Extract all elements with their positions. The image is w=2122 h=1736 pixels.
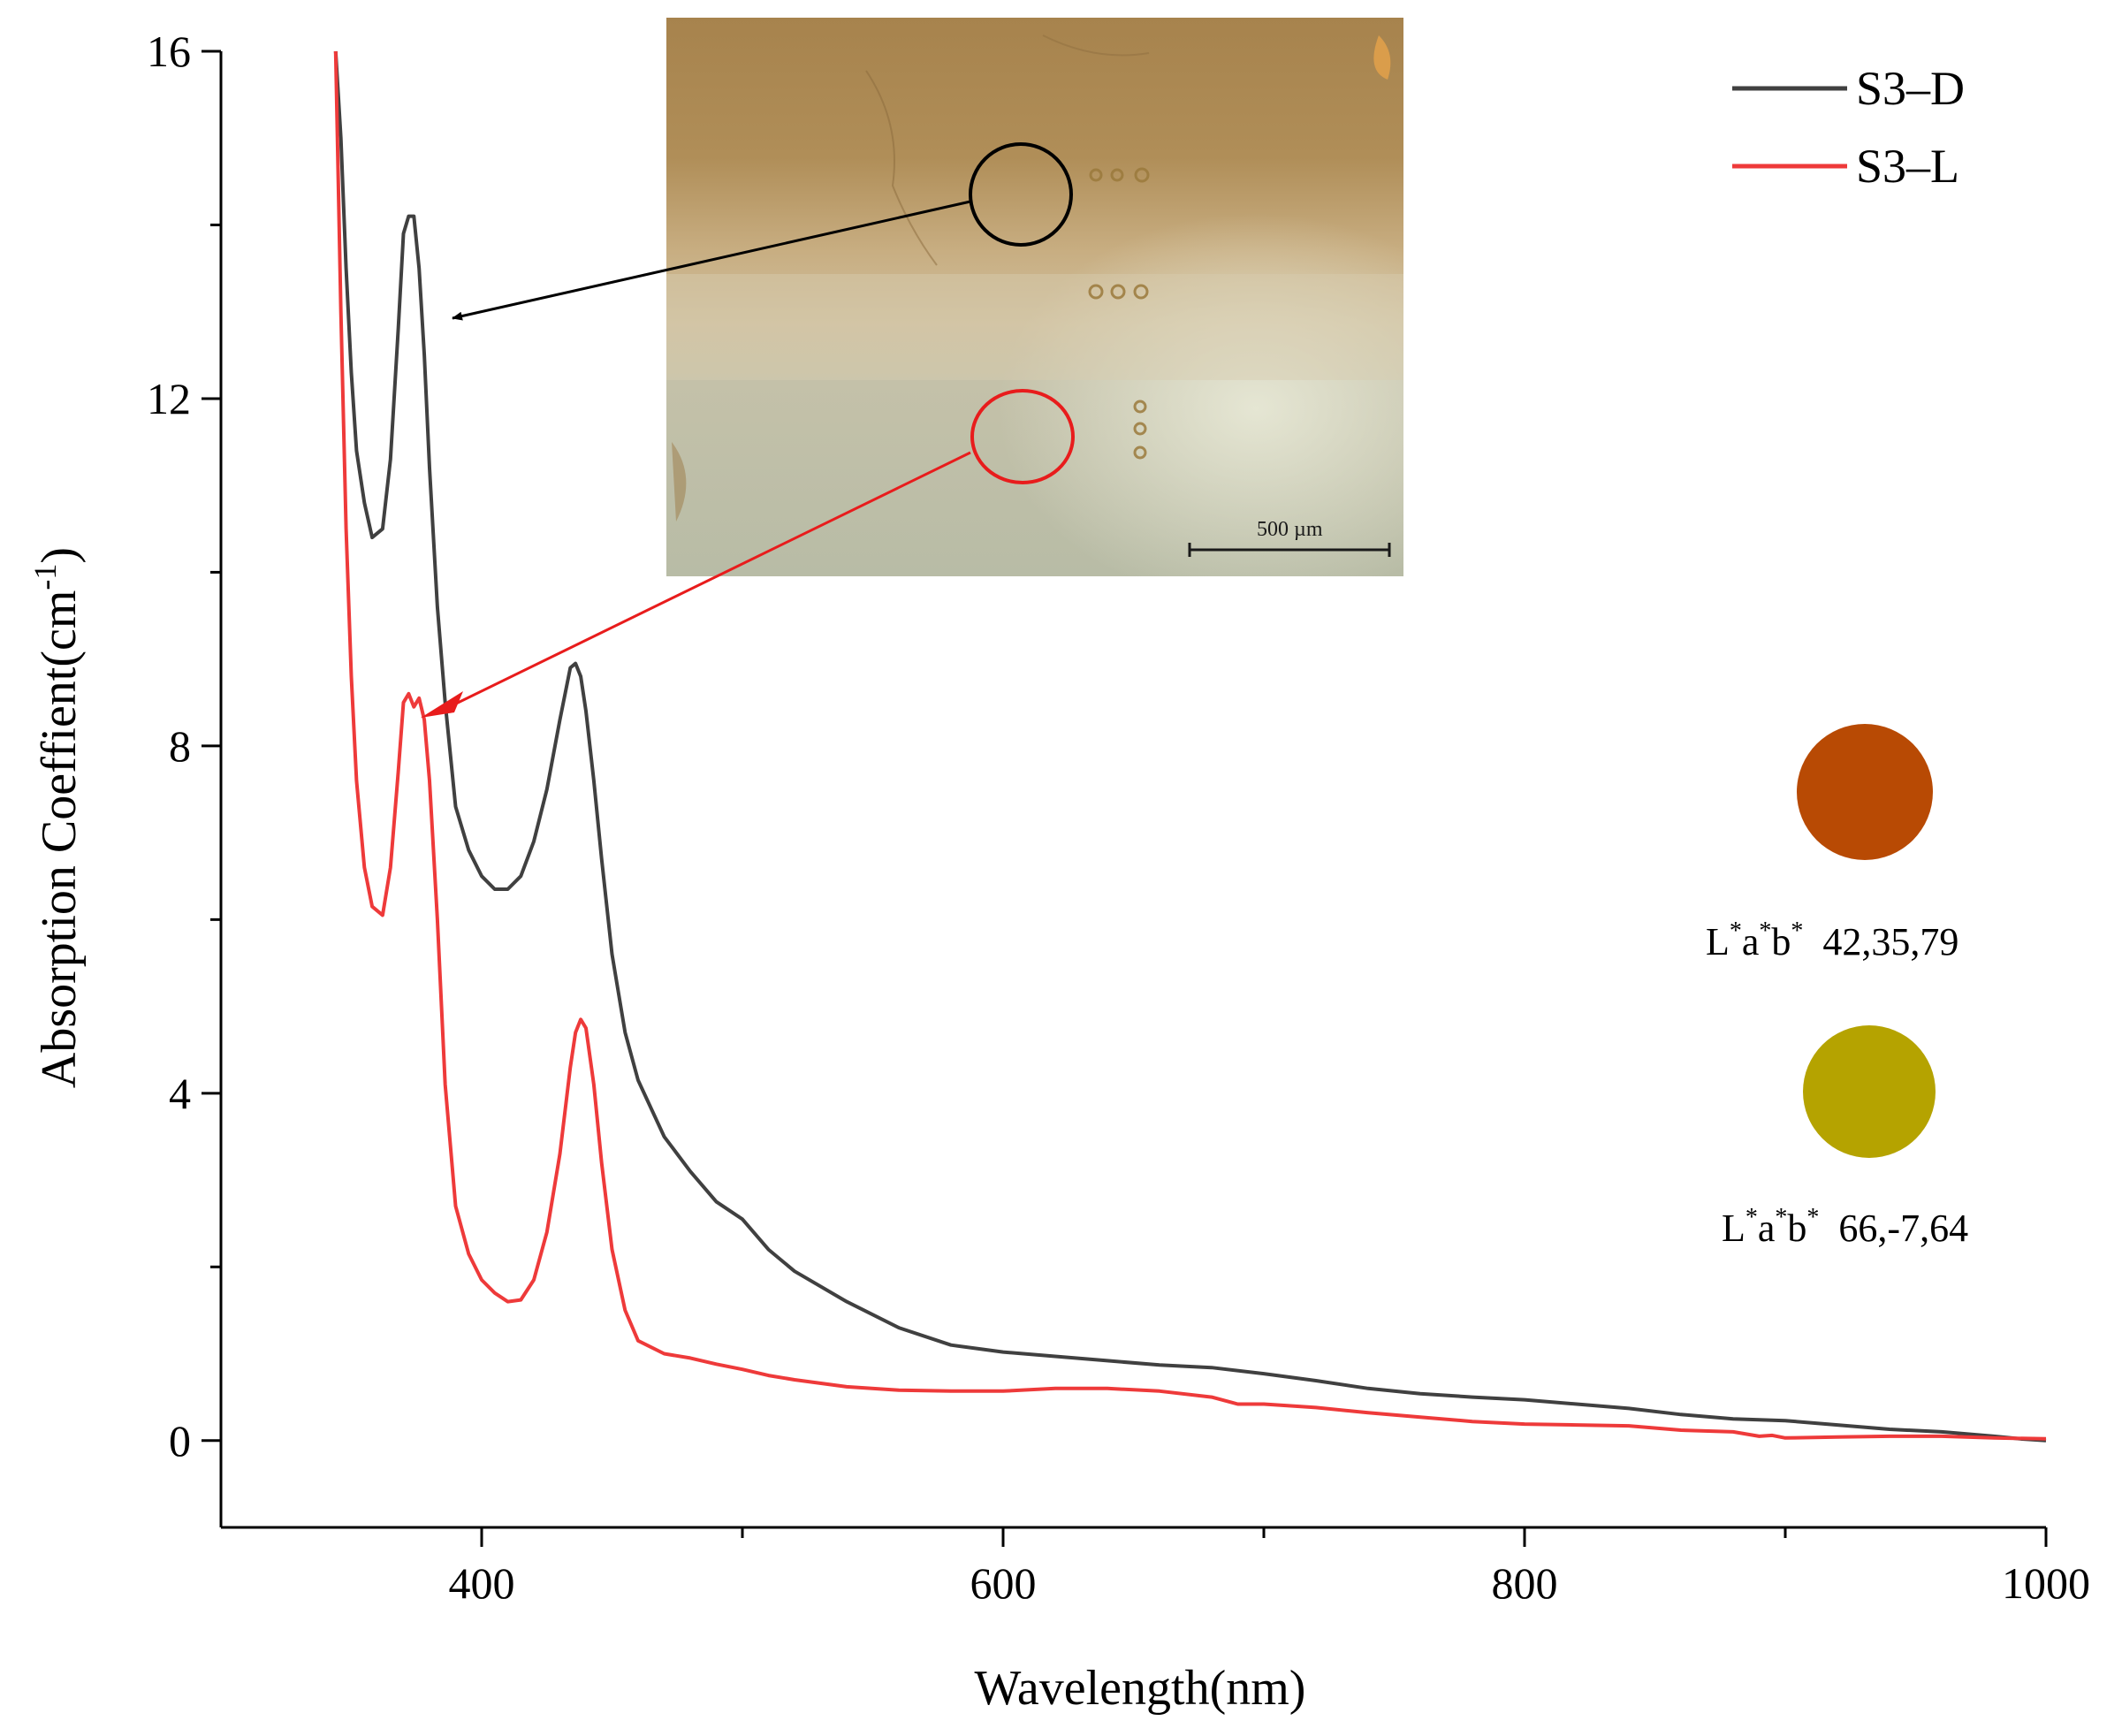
x-axis-title: Wavelength(nm) [975,1661,1306,1716]
x-tick-label-400: 400 [449,1558,515,1608]
axis-ticks: 400 600 800 1000 0 4 8 12 16 [147,27,2090,1608]
arrow-light [455,451,971,705]
color-swatch-light: L*a*b* 66,-7,64 [1722,1025,1968,1250]
swatch-circle-dark [1797,724,1933,860]
legend-label-s3-d: S3–D [1856,62,1965,115]
inset-marker-light [970,389,1075,484]
svg-text:L*a*b*42,35,79: L*a*b* 42,35,79 [1706,917,1958,963]
y-tick-label-4: 4 [169,1069,191,1118]
x-tick-label-600: 600 [970,1558,1037,1608]
arrow-light-head [421,691,463,718]
y-tick-label-8: 8 [169,721,191,771]
scale-bar: 500 µm [1188,518,1391,557]
swatch-circle-light [1803,1025,1936,1158]
series-line-s3-l [333,50,2047,1441]
color-swatch-dark: L*a*b* 42,35,79 [1706,724,1958,963]
y-tick-label-0: 0 [169,1416,191,1466]
y-axis-title: Absorption Coeffient(cm-1) [27,547,87,1088]
y-tick-label-12: 12 [147,374,191,423]
legend: S3–D S3–L [1732,62,1965,193]
series-line-s3-d [333,50,2047,1443]
inset-marker-dark [969,142,1073,247]
scale-bar-label: 500 µm [1257,518,1323,541]
x-tick-label-1000: 1000 [2002,1558,2090,1608]
inset-micrograph: 500 µm [666,18,1403,576]
x-tick-label-800: 800 [1492,1558,1558,1608]
svg-text:L*a*b*66,-7,64: L*a*b* 66,-7,64 [1722,1204,1968,1250]
series-layer [333,50,2047,1443]
y-tick-label-16: 16 [147,27,191,76]
arrow-dark [452,200,971,321]
legend-label-s3-l: S3–L [1856,140,1959,193]
